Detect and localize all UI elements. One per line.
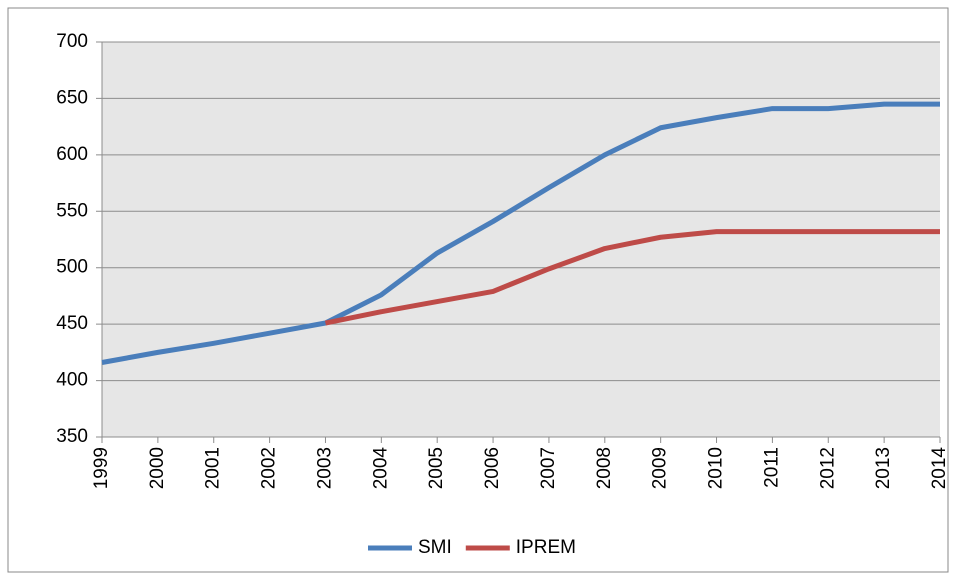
y-tick-label: 700 bbox=[56, 31, 88, 52]
y-tick-label: 500 bbox=[56, 257, 88, 278]
x-tick-label: 1999 bbox=[91, 447, 112, 489]
y-tick-label: 400 bbox=[56, 370, 88, 391]
legend-label: IPREM bbox=[516, 537, 576, 558]
x-tick-label: 2011 bbox=[761, 447, 782, 488]
y-tick-label: 450 bbox=[56, 313, 88, 334]
x-tick-label: 2001 bbox=[203, 447, 224, 489]
y-tick-label: 600 bbox=[56, 144, 88, 165]
x-tick-label: 2002 bbox=[259, 447, 280, 489]
x-tick-label: 2003 bbox=[314, 447, 335, 489]
x-tick-label: 2013 bbox=[873, 447, 894, 489]
y-tick-label: 350 bbox=[56, 426, 88, 447]
y-tick-label: 650 bbox=[56, 87, 88, 108]
plot-area bbox=[102, 42, 940, 437]
legend-label: SMI bbox=[418, 537, 452, 558]
x-tick-label: 2012 bbox=[817, 447, 838, 489]
series-line bbox=[324, 229, 940, 326]
x-tick-label: 2009 bbox=[650, 447, 671, 489]
x-tick-label: 2004 bbox=[370, 447, 391, 490]
y-tick-label: 550 bbox=[56, 200, 88, 221]
x-tick-label: 2010 bbox=[706, 447, 727, 489]
x-tick-label: 2008 bbox=[594, 447, 615, 489]
x-tick-label: 2000 bbox=[147, 447, 168, 489]
x-tick-label: 2007 bbox=[538, 447, 559, 489]
series-line bbox=[101, 101, 940, 365]
x-tick-label: 2005 bbox=[426, 447, 447, 489]
x-tick-label: 2014 bbox=[929, 447, 950, 490]
x-tick-label: 2006 bbox=[482, 447, 503, 489]
